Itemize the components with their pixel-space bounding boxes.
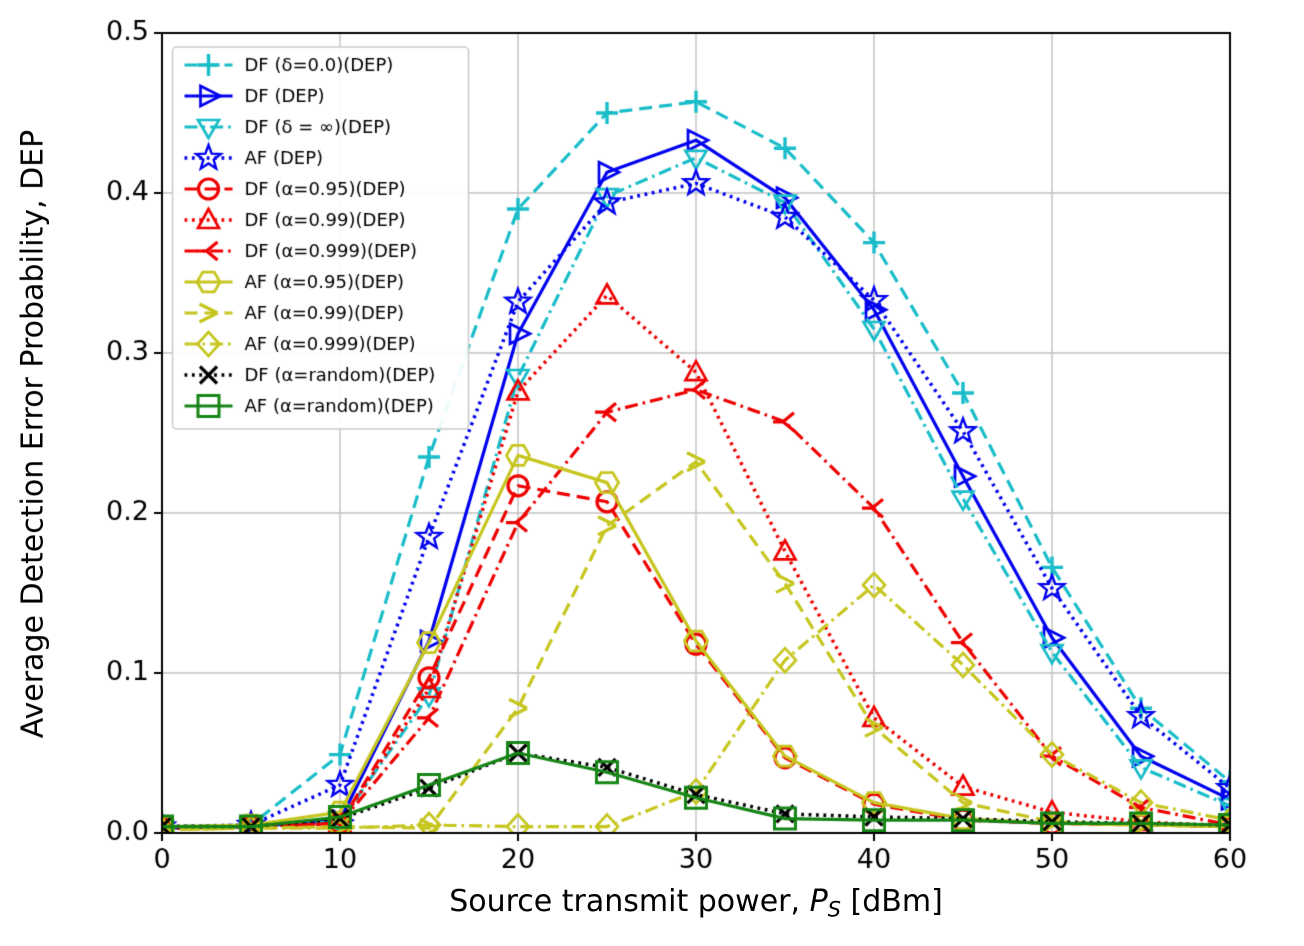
- x-axis-label-var: P: [809, 884, 828, 919]
- x-axis-label: Source transmit power, PS [dBm]: [162, 884, 1230, 921]
- y-axis-label: Average Detection Error Probability, DEP: [15, 129, 51, 739]
- x-axis-label-text: Source transmit power,: [449, 884, 810, 919]
- x-axis-label-unit: [dBm]: [841, 884, 943, 919]
- x-axis-label-sub: S: [827, 897, 841, 922]
